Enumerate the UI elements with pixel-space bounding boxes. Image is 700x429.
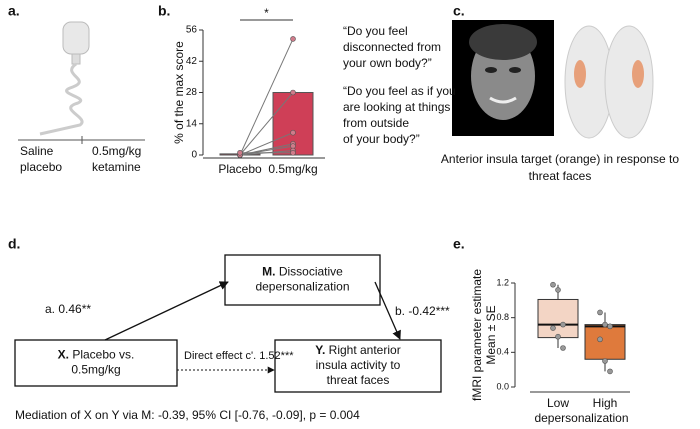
box [537,298,579,339]
group-label: placebo [20,160,62,174]
point [560,321,566,328]
quote-line: of your body?” [343,132,420,146]
node-line: Right anterior [329,343,401,357]
quote-line: from outside [343,116,409,130]
quote-line: “Do you feel [343,24,408,38]
subject-line [239,132,294,156]
node-box [274,339,442,393]
node-line: threat faces [327,373,390,387]
node-label: Y. Right anterior [315,343,400,357]
point [555,333,561,340]
quote-line: “Do you feel as if you [343,84,456,98]
y-axis-label: % of the max score [172,41,186,144]
y-tick-label: 28 [186,87,198,98]
y-tick-label: 0.4 [496,347,509,357]
path-arrow [104,281,229,341]
group-label: ketamine [92,160,141,174]
group-label: 0.5mg/kg [92,144,141,158]
caption: threat faces [529,169,592,183]
quote-line: are looking at things [343,100,450,114]
node-label: X. Placebo vs. [58,348,135,362]
node-box [224,254,381,306]
subject-line [239,145,294,156]
subject-point [290,89,296,96]
face-image [452,20,554,136]
panel-label: a. [8,3,20,19]
point [560,345,566,351]
subject-line [239,92,294,156]
brain-image [564,25,654,139]
point [555,287,561,293]
group-label: Saline [20,144,54,158]
node-line: insula activity to [316,358,401,372]
y-axis-label: fMRI parameter estimate [470,269,484,401]
node-key: M. [262,265,275,279]
path-label: b. -0.42*** [395,304,450,318]
y-tick-label: 0.0 [496,381,509,391]
point [607,368,613,375]
point [597,336,603,343]
footer: Mediation of X on Y via M: -0.39, 95% CI… [15,408,360,422]
x-tick-label: 0.5mg/kg [268,162,317,176]
node-box [14,339,178,387]
path-label: a. 0.46** [45,302,91,316]
significance-label: * [264,6,269,20]
node-key: Y. [315,343,325,357]
point [550,325,556,331]
path-label: Direct effect c'. 1.52*** [184,350,294,362]
path-arrow [374,281,401,340]
point [597,309,603,316]
quote-line: disconnected from [343,40,441,54]
panel-label: e. [453,236,465,252]
y-tick-label: 42 [186,56,198,67]
point [602,358,608,364]
caption: Anterior insula target (orange) in respo… [441,152,679,166]
subject-line [239,38,294,156]
y-tick-label: 56 [186,25,198,36]
y-tick-label: 0 [191,150,197,161]
node-label: M. Dissociative [262,265,343,279]
x-tick-label: High [593,396,618,410]
panel-label: d. [8,236,20,252]
panel-label: b. [158,3,170,19]
panel-label: c. [453,3,465,19]
node-line: Placebo vs. [72,348,134,362]
y-tick-label: 14 [186,118,198,129]
subject-point [290,36,296,42]
point [550,281,556,288]
node-line: Dissociative [279,265,343,279]
quote-line: your own body?” [343,56,432,70]
subject-point [290,149,296,156]
subject-point [290,129,296,136]
point [607,323,613,330]
y-tick-label: 0.8 [496,312,509,322]
node-line: 0.5mg/kg [71,363,120,377]
node-line: depersonalization [255,280,349,294]
iv-bag [18,21,145,144]
x-axis-label: depersonalization [534,411,628,425]
y-axis-label: Mean ± SE [484,305,498,364]
box [584,324,626,360]
x-tick-label: Low [547,396,569,410]
y-tick-label: 1.2 [496,277,509,287]
subject-point [237,149,243,156]
x-tick-label: Placebo [218,162,262,176]
point [602,321,608,328]
node-key: X. [58,348,69,362]
